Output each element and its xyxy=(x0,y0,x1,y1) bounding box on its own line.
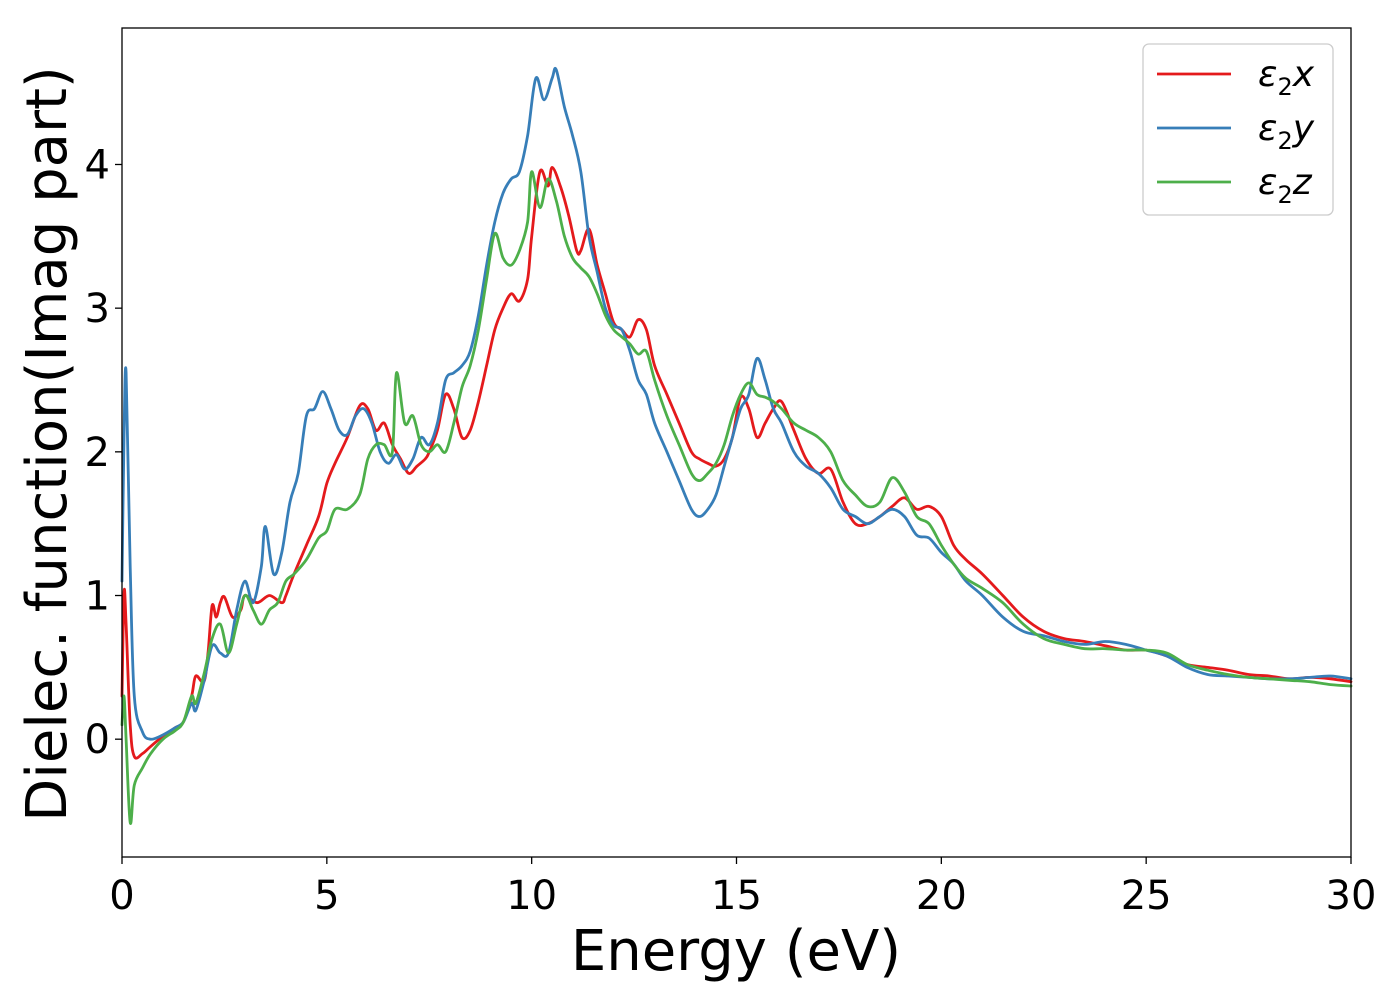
x-axis-ticks: 0 5 10 15 20 25 30 xyxy=(109,857,1376,919)
x-axis-label: Energy (eV) xyxy=(571,919,901,984)
series-line-z xyxy=(120,170,1353,825)
legend: ε2x ε2y ε2z xyxy=(1142,43,1334,216)
legend-entry-x: ε2x xyxy=(1258,54,1315,101)
x-tick-label: 5 xyxy=(314,873,339,919)
x-tick-label: 10 xyxy=(506,873,557,919)
series-layer xyxy=(120,66,1353,825)
y-tick-label: 1 xyxy=(85,574,110,620)
y-tick-label: 2 xyxy=(85,430,110,476)
y-tick-label: 0 xyxy=(85,717,110,763)
y-tick-label: 3 xyxy=(85,286,110,332)
legend-entry-z: ε2z xyxy=(1258,162,1313,209)
y-axis-ticks: 0 1 2 3 4 xyxy=(85,142,122,763)
x-tick-label: 25 xyxy=(1121,873,1172,919)
legend-entry-y: ε2y xyxy=(1258,108,1315,155)
x-tick-label: 15 xyxy=(711,873,762,919)
legend-box xyxy=(1142,43,1334,216)
x-tick-label: 20 xyxy=(916,873,967,919)
y-tick-label: 4 xyxy=(85,142,110,188)
x-tick-label: 0 xyxy=(109,873,134,919)
x-tick-label: 30 xyxy=(1326,873,1377,919)
y-axis-label: Dielec. function(Imag part) xyxy=(15,66,80,822)
